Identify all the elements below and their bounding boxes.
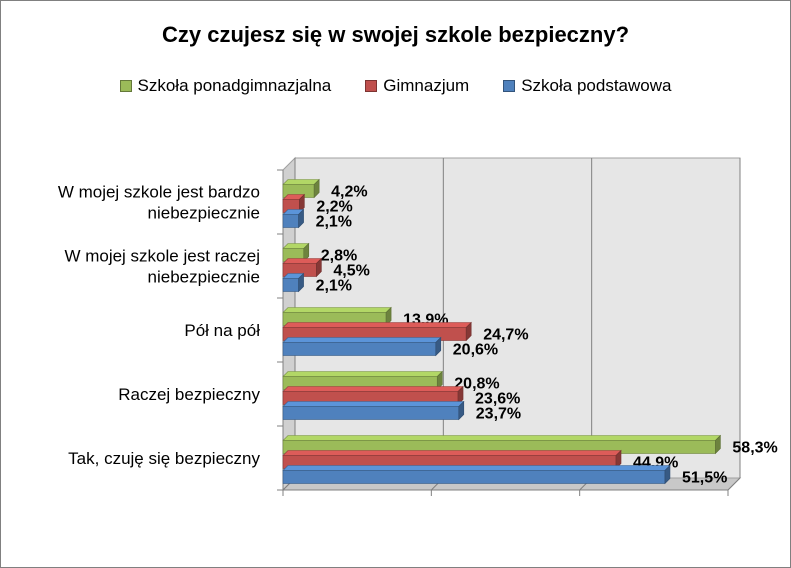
category-label-line: Pół na pół (184, 321, 260, 340)
legend-swatch-podstawowa (503, 80, 516, 92)
bar-top-s2-c2 (282, 337, 442, 343)
value-label-s0-c4: 58,3% (732, 440, 777, 457)
legend-label-ponadgimnazjalna: Szkoła ponadgimnazjalna (137, 76, 332, 95)
bar-s2-c3 (282, 406, 460, 420)
bar-end-s0-c4 (715, 434, 721, 455)
bar-end-s2-c0 (298, 208, 304, 229)
bar-end-s2-c4 (664, 464, 671, 485)
bar-end-s1-c3 (457, 385, 464, 406)
legend-label-podstawowa: Szkoła podstawowa (521, 76, 672, 95)
category-label-1: W mojej szkole jest raczej niebezpiecznie (64, 247, 260, 287)
category-label-line: W mojej szkole jest bardzo (58, 183, 260, 202)
legend-item-podstawowa: Szkoła podstawowa (503, 76, 671, 96)
bar-s2-c2 (282, 342, 437, 356)
bar-top-s0-c3 (282, 371, 443, 377)
category-label-line: W mojej szkole jest raczej (64, 247, 260, 266)
value-label-s2-c0: 2,1% (316, 214, 352, 231)
value-label-s2-c2: 20,6% (453, 342, 498, 359)
value-label-s1-c1: 4,5% (333, 263, 369, 280)
category-label-0: W mojej szkole jest bardzo niebezpiecznie (58, 183, 260, 223)
category-label-line: Raczej bezpieczny (118, 385, 260, 404)
bar-top-s2-c4 (282, 465, 671, 471)
bar-top-s0-c4 (282, 435, 722, 441)
value-label-s0-c1: 2,8% (321, 248, 357, 265)
category-label-3: Raczej bezpieczny (118, 385, 260, 404)
value-label-s1-c3: 23,6% (475, 391, 520, 408)
bar-end-s0-c0 (313, 178, 320, 199)
bar-s2-c4 (282, 470, 666, 484)
legend-item-ponadgimnazjalna: Szkoła ponadgimnazjalna (119, 76, 332, 96)
value-label-s0-c3: 20,8% (454, 376, 499, 393)
legend-swatch-ponadgimnazjalna (119, 80, 132, 92)
bar-s2-c1 (282, 278, 299, 292)
bar-end-s2-c2 (435, 336, 442, 357)
bar-top-s1-c2 (282, 322, 472, 328)
bar-end-s1-c0 (299, 193, 305, 214)
category-label-4: Tak, czuję się bezpieczny (68, 449, 260, 468)
value-label-s2-c1: 2,1% (316, 278, 352, 295)
category-label-line: niebezpiecznie (148, 204, 260, 223)
bar-end-s1-c4 (615, 449, 622, 470)
bar-end-s0-c2 (385, 306, 392, 327)
bar-top-s1-c4 (282, 450, 622, 456)
value-label-s2-c3: 23,7% (476, 406, 521, 423)
value-label-s2-c4: 51,5% (682, 470, 727, 487)
legend-label-gimnazjum: Gimnazjum (383, 76, 470, 95)
bar-top-s0-c2 (282, 307, 392, 313)
bar-end-s1-c1 (316, 257, 322, 278)
category-label-line: Tak, czuję się bezpieczny (68, 449, 260, 468)
bar-top-s2-c3 (282, 401, 465, 407)
bar-end-s1-c2 (465, 321, 472, 342)
bar-top-s1-c1 (282, 258, 323, 264)
value-label-s0-c0: 4,2% (331, 184, 367, 201)
bar-s2-c0 (282, 214, 299, 228)
bar-end-s2-c3 (458, 400, 465, 421)
legend-item-gimnazjum: Gimnazjum (365, 76, 469, 96)
chart-title: Czy czujesz się w swojej szkole bezpiecz… (161, 22, 630, 47)
bar-end-s0-c1 (303, 242, 310, 263)
bar-top-s1-c3 (282, 386, 464, 392)
category-label-2: Pół na pół (184, 321, 260, 340)
legend: Szkoła ponadgimnazjalna Gimnazjum Szkoła… (0, 76, 791, 96)
bar-end-s2-c1 (298, 272, 304, 293)
legend-swatch-gimnazjum (365, 80, 378, 92)
value-label-s1-c2: 24,7% (483, 327, 528, 344)
category-label-line: niebezpiecznie (148, 268, 260, 287)
bar-top-s0-c0 (282, 179, 320, 185)
bar-end-s0-c3 (436, 370, 443, 391)
value-label-s1-c0: 2,2% (316, 199, 352, 216)
gridline-floor-3 (727, 477, 741, 491)
